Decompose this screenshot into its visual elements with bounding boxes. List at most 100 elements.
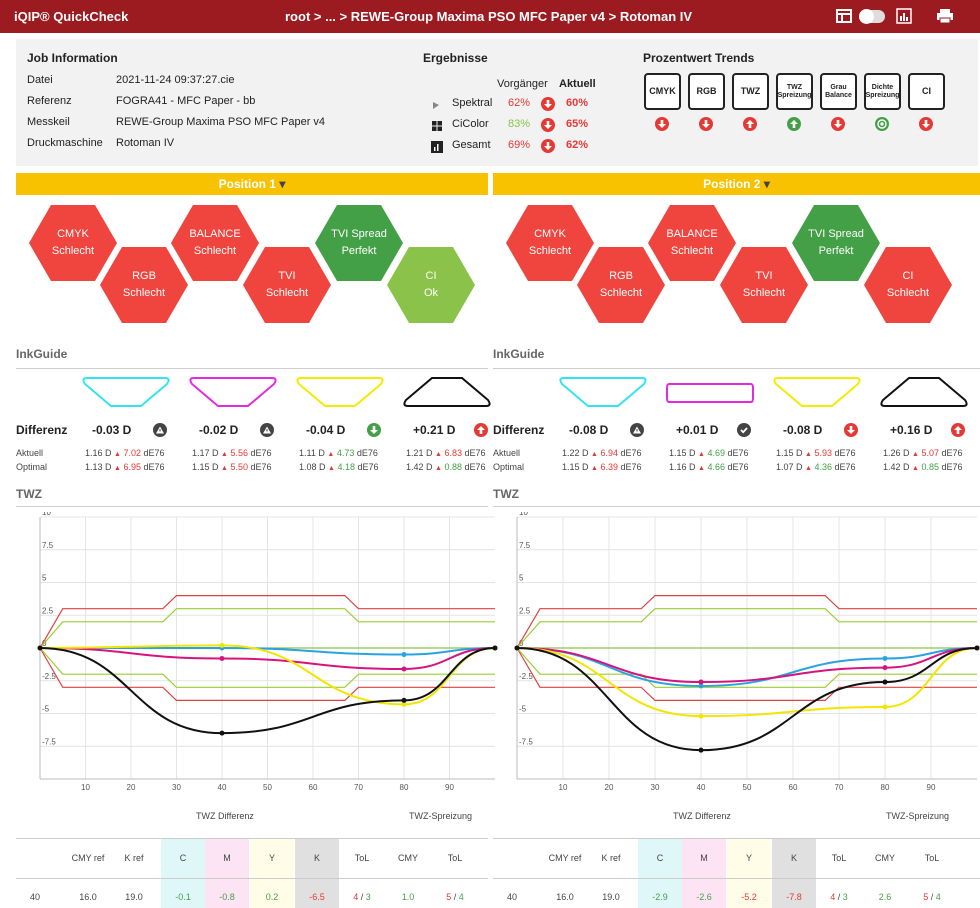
job-label: Messkeil (27, 116, 70, 128)
column-highlight (638, 838, 682, 908)
hex-ci[interactable]: CI Ok (387, 247, 475, 323)
optimal-values: 1.15 D ▲ 6.39 dE76 (562, 462, 642, 472)
y-tick-label: -5 (519, 705, 527, 714)
y-tick-label: 2.5 (519, 606, 531, 615)
hex-status: Schlecht (193, 245, 237, 257)
trend-dichte-spreizung[interactable]: Dichte Spreizung (864, 73, 901, 110)
arrow-down-icon (541, 97, 555, 111)
data-point (698, 679, 704, 685)
tolerance-lower-red (39, 647, 495, 701)
table-header: K ref (601, 853, 621, 863)
arrow-down-icon (844, 423, 858, 437)
table-cell: -6.5 (309, 892, 325, 902)
y-tick-label: -2.5 (42, 672, 56, 681)
arrow-up-icon (474, 423, 488, 437)
table-cell: -2.9 (652, 892, 668, 902)
table-cell: 19.0 (125, 892, 143, 902)
table-icon[interactable] (836, 8, 852, 24)
hex-balance[interactable]: BALANCE Schlecht (171, 205, 259, 281)
data-point (698, 747, 704, 753)
hex-ci[interactable]: CI Schlecht (864, 247, 952, 323)
current-values: 1.15 D ▲ 5.93 dE76 (776, 448, 856, 458)
trend-cmyk[interactable]: CMYK (644, 73, 681, 110)
chart-icon[interactable] (896, 8, 912, 24)
optimal-values: 1.13 D ▲ 6.95 dE76 (85, 462, 165, 472)
table-cell: 16.0 (556, 892, 574, 902)
hex-tvi[interactable]: TVI Schlecht (243, 247, 331, 323)
delta-icon: ▲ (805, 451, 812, 458)
hex-rgb[interactable]: RGB Schlecht (100, 247, 188, 323)
trend-grau-balance[interactable]: Grau Balance (820, 73, 857, 110)
hex-name: CMYK (534, 228, 566, 240)
total-icon (431, 140, 443, 158)
hex-cmyk[interactable]: CMYK Schlecht (29, 205, 117, 281)
x-tick-label: 70 (835, 783, 844, 792)
table-header: ToL (924, 853, 940, 863)
arrow-down-icon (541, 139, 555, 153)
hex-name: RGB (132, 270, 156, 282)
y-tick-label: -7.5 (42, 737, 56, 746)
trend-twz-spreizung[interactable]: TWZ Spreizung (776, 73, 813, 110)
y-tick-label: 10 (42, 512, 51, 517)
arrow-down-icon (699, 117, 713, 131)
tolerance-lower-green (516, 647, 977, 688)
x-tick-label: 50 (743, 783, 752, 792)
current-values: 1.22 D ▲ 6.94 dE76 (562, 448, 642, 458)
trend-rgb[interactable]: RGB (688, 73, 725, 110)
delta-icon: ▲ (221, 465, 228, 472)
series-line (39, 644, 496, 706)
data-point (219, 655, 225, 661)
data-point (401, 652, 407, 658)
result-current: 65% (566, 118, 589, 130)
hex-tvi[interactable]: TVI Schlecht (720, 247, 808, 323)
hex-status: Perfekt (818, 245, 854, 257)
current-values: 1.26 D ▲ 5.07 dE76 (883, 448, 963, 458)
data-point (698, 683, 704, 689)
hex-tvi-spread[interactable]: TVI Spread Perfekt (792, 205, 880, 281)
series-line (516, 647, 978, 684)
current-values: 1.17 D ▲ 5.56 dE76 (192, 448, 272, 458)
series-line (516, 647, 978, 752)
data-point (401, 666, 407, 672)
table-header: M (223, 853, 231, 863)
data-point (401, 697, 407, 703)
current-values: 1.21 D ▲ 6.83 dE76 (406, 448, 486, 458)
hex-name: CI (425, 270, 437, 282)
hex-balance[interactable]: BALANCE Schlecht (648, 205, 736, 281)
job-label: Datei (27, 74, 53, 86)
table-cell: -2.6 (696, 892, 712, 902)
y-tick-label: 7.5 (42, 541, 54, 550)
y-tick-label: 5 (42, 574, 47, 583)
trend-twz[interactable]: TWZ (732, 73, 769, 110)
divider (16, 506, 488, 507)
y-tick-label: 2.5 (42, 606, 54, 615)
y-tick-label: -7.5 (519, 737, 533, 746)
hex-tvi-spread[interactable]: TVI Spread Perfekt (315, 205, 403, 281)
series-line (39, 647, 496, 735)
divider (16, 838, 488, 839)
breadcrumb[interactable]: root > ... > REWE-Group Maxima PSO MFC P… (285, 9, 693, 24)
table-cell: -0.8 (219, 892, 235, 902)
table-cell: 16.0 (79, 892, 97, 902)
arrow-down-icon (655, 117, 669, 131)
view-toggle[interactable] (859, 9, 885, 24)
position-selector[interactable]: Position 2 ▾ (493, 173, 980, 195)
divider (493, 838, 980, 839)
position-selector[interactable]: Position 1 ▾ (16, 173, 488, 195)
trend-ci[interactable]: CI (908, 73, 945, 110)
optimal-label: Optimal (493, 462, 525, 472)
hex-cmyk[interactable]: CMYK Schlecht (506, 205, 594, 281)
print-icon[interactable] (936, 8, 954, 24)
optimal-values: 1.07 D ▲ 4.36 dE76 (776, 462, 856, 472)
column-highlight (772, 838, 816, 908)
hex-rgb[interactable]: RGB Schlecht (577, 247, 665, 323)
optimal-label: Optimal (16, 462, 48, 472)
inkguide-heading: InkGuide (16, 347, 68, 361)
hex-status: Schlecht (528, 245, 572, 257)
arrow-up-icon (787, 117, 801, 131)
delta-icon: ▲ (912, 465, 919, 472)
results-heading: Ergebnisse (423, 51, 488, 65)
x-tick-label: 70 (354, 783, 363, 792)
y-tick-label: -2.5 (519, 672, 533, 681)
